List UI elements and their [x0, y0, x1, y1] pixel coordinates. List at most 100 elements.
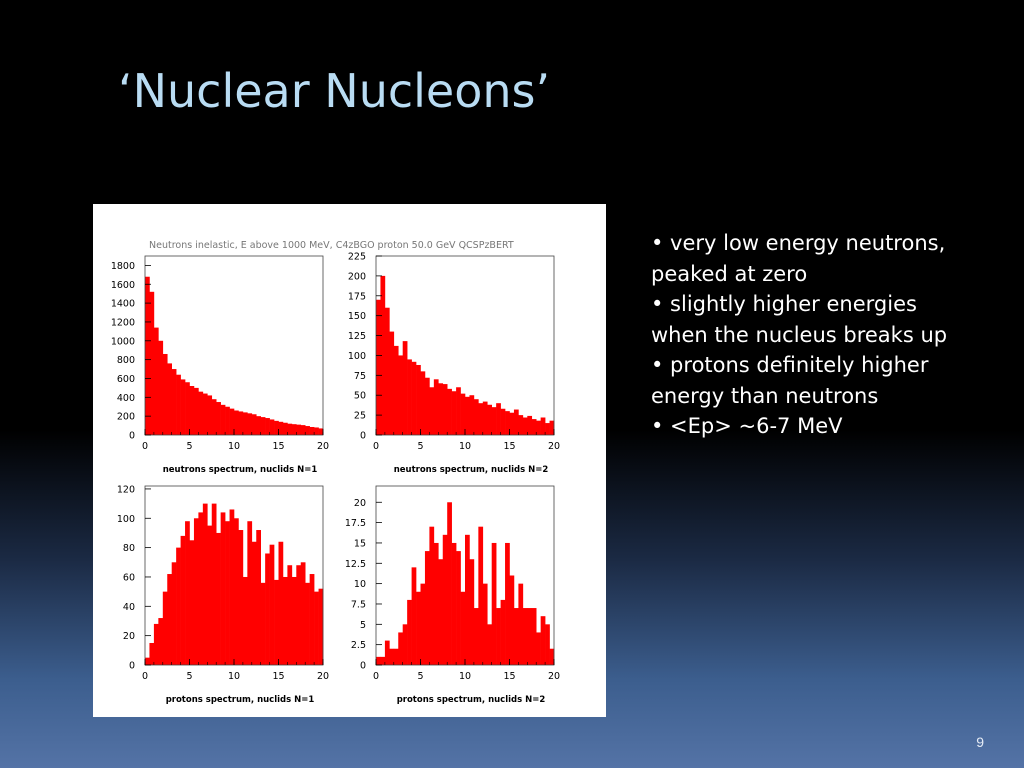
histogram-bar: [531, 608, 537, 665]
x-tick-label: 5: [417, 671, 423, 682]
histogram-bar: [202, 503, 208, 665]
histogram-bar: [207, 525, 213, 665]
histogram-bar: [549, 420, 555, 435]
histogram-bar: [513, 608, 519, 665]
histogram-bar: [540, 616, 546, 665]
panel-title: neutrons spectrum, nuclids N=1: [163, 465, 318, 475]
y-tick-label: 2.5: [351, 640, 366, 651]
y-tick-label: 80: [123, 543, 135, 554]
histogram-bar: [256, 530, 261, 665]
histogram-bar: [522, 417, 528, 435]
histogram-bar: [402, 624, 408, 665]
histogram-bar: [393, 345, 399, 435]
histogram-bar: [260, 417, 266, 435]
histogram-bar: [527, 608, 533, 665]
histogram-bar: [242, 576, 248, 665]
histogram-bar: [491, 407, 497, 435]
y-tick-label: 1000: [111, 336, 135, 347]
histogram-bar: [309, 574, 315, 665]
histogram-bar: [527, 415, 533, 435]
x-tick-label: 5: [186, 441, 192, 452]
histogram-bar: [447, 502, 452, 665]
bullet-item: • <Ep> ~6-7 MeV: [651, 414, 843, 438]
y-tick-label: 1200: [111, 317, 135, 328]
x-tick-label: 10: [459, 441, 471, 452]
x-tick-label: 20: [548, 671, 560, 682]
histogram-bar: [482, 401, 488, 435]
histogram-bar: [487, 624, 492, 665]
y-tick-label: 50: [354, 391, 366, 402]
histogram-bar: [478, 526, 484, 665]
x-tick-label: 20: [317, 671, 329, 682]
histogram-bar: [536, 420, 541, 435]
histogram-bar: [211, 399, 217, 435]
y-tick-label: 800: [117, 355, 135, 366]
histogram-bar: [189, 386, 195, 435]
y-tick-label: 200: [117, 412, 135, 423]
histogram-bar: [274, 420, 279, 435]
histogram-bar: [402, 341, 408, 435]
histogram-bar: [384, 640, 390, 665]
histogram-bar: [238, 530, 244, 665]
histogram-bar: [509, 575, 515, 665]
histogram-bar: [225, 406, 230, 435]
histogram-bar: [207, 395, 213, 435]
histogram-bar: [234, 518, 239, 665]
bullet-item: • slightly higher energies when the nucl…: [651, 292, 948, 347]
histogram-bar: [274, 579, 279, 665]
y-tick-label: 1800: [111, 261, 135, 272]
histogram-bar: [438, 559, 444, 665]
y-tick-label: 12.5: [345, 559, 366, 570]
histogram-bar: [505, 542, 510, 665]
histogram-bar: [536, 632, 541, 665]
y-tick-label: 125: [348, 331, 366, 342]
histogram-bar: [300, 425, 306, 435]
x-tick-label: 0: [142, 671, 148, 682]
histogram-bar: [167, 574, 172, 665]
histogram-bar: [469, 395, 475, 435]
x-tick-label: 0: [373, 441, 379, 452]
histogram-bar: [531, 419, 537, 435]
y-tick-label: 75: [354, 371, 366, 382]
histogram-bar: [282, 576, 288, 665]
x-tick-label: 15: [503, 441, 515, 452]
histogram-bar: [438, 383, 444, 435]
histogram-bar: [247, 521, 253, 665]
histogram-bar: [500, 599, 506, 665]
histogram-bar: [318, 588, 324, 665]
histogram-bar: [314, 591, 319, 665]
histogram-bar: [149, 291, 155, 435]
y-tick-label: 400: [117, 393, 135, 404]
x-tick-label: 20: [317, 441, 329, 452]
histogram-bar: [513, 409, 519, 435]
histogram-bar: [460, 393, 466, 435]
histogram-bar: [256, 416, 261, 435]
histogram-bar: [198, 391, 204, 435]
histogram-bar: [393, 648, 399, 665]
histogram-bar: [318, 428, 324, 435]
histogram-bar: [540, 417, 546, 435]
histogram-bar: [153, 327, 159, 435]
histogram-bar: [451, 542, 457, 665]
histogram-bar: [225, 521, 230, 665]
histogram-bar: [424, 551, 430, 665]
histogram-bar: [460, 591, 466, 665]
y-tick-label: 25: [354, 411, 366, 422]
x-tick-label: 15: [272, 671, 284, 682]
histogram-bar: [185, 382, 190, 435]
histogram-figure-svg: Neutrons inelastic, E above 1000 MeV, C4…: [111, 240, 560, 705]
y-tick-label: 0: [360, 431, 366, 442]
histogram-bar: [424, 377, 430, 435]
histogram-bar: [162, 591, 168, 665]
histogram-figure: Neutrons inelastic, E above 1000 MeV, C4…: [93, 204, 606, 717]
histogram-bar: [158, 618, 164, 665]
histogram-bar: [416, 591, 421, 665]
histogram-bar: [193, 387, 199, 435]
histogram-bar: [469, 559, 475, 665]
histogram-bar: [398, 355, 403, 435]
histogram-bar: [411, 361, 417, 435]
histogram-bar: [456, 551, 461, 665]
histogram-bar: [473, 399, 479, 435]
histogram-bar: [305, 426, 310, 435]
histogram-bar: [296, 565, 302, 665]
